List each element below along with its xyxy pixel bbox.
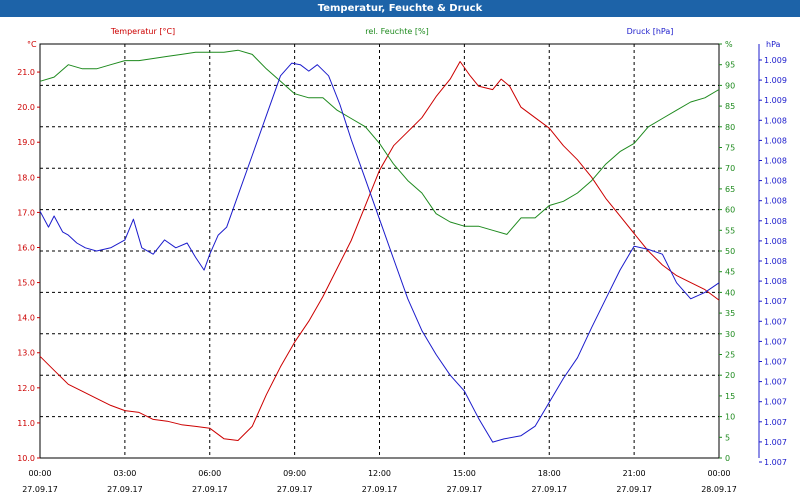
temperature-tick-label: 10.0 <box>17 454 35 463</box>
pressure-tick-label: 1.008 <box>764 197 787 206</box>
temperature-tick-label: 21.0 <box>17 68 35 77</box>
x-tick-time: 06:00 <box>198 469 221 478</box>
x-tick-time: 21:00 <box>623 469 646 478</box>
pressure-tick-label: 1.008 <box>764 116 787 125</box>
temperature-tick-label: 16.0 <box>17 243 35 252</box>
series-line-humidity <box>39 49 720 235</box>
temperature-tick-label: 17.0 <box>17 208 35 217</box>
pressure-tick-label: 1.008 <box>764 217 787 226</box>
humidity-tick-label: 70 <box>725 164 735 173</box>
pressure-tick-label: 1.008 <box>764 136 787 145</box>
chart-title: Temperatur, Feuchte & Druck <box>0 0 800 17</box>
humidity-tick-label: 80 <box>725 123 735 132</box>
pressure-tick-label: 1.009 <box>764 76 787 85</box>
x-tick-date: 28.09.17 <box>701 485 737 494</box>
humidity-tick-label: 90 <box>725 81 735 90</box>
x-tick-date: 27.09.17 <box>531 485 567 494</box>
humidity-tick-label: 40 <box>725 288 735 297</box>
x-tick-time: 03:00 <box>113 469 136 478</box>
humidity-tick-label: 95 <box>725 61 735 70</box>
humidity-tick-label: 75 <box>725 144 735 153</box>
pressure-tick-label: 1.007 <box>764 297 787 306</box>
pressure-tick-label: 1.008 <box>764 157 787 166</box>
pressure-tick-label: 1.007 <box>764 398 787 407</box>
x-tick-time: 00:00 <box>707 469 730 478</box>
series-line-pressure <box>39 62 720 443</box>
temperature-tick-label: 11.0 <box>17 419 35 428</box>
pressure-tick-label: 1.008 <box>764 277 787 286</box>
humidity-axis-title: rel. Feuchte [%] <box>365 27 428 36</box>
pressure-tick-label: 1.007 <box>764 458 787 467</box>
pressure-tick-label: 1.009 <box>764 56 787 65</box>
humidity-tick-label: 25 <box>725 351 735 360</box>
x-tick-time: 12:00 <box>368 469 391 478</box>
pressure-tick-label: 1.008 <box>764 237 787 246</box>
pressure-tick-label: 1.008 <box>764 177 787 186</box>
x-tick-time: 15:00 <box>453 469 476 478</box>
x-tick-time: 00:00 <box>28 469 51 478</box>
pressure-tick-label: 1.007 <box>764 337 787 346</box>
humidity-tick-label: 0 <box>725 454 730 463</box>
temperature-tick-label: 19.0 <box>17 138 35 147</box>
humidity-tick-label: 85 <box>725 102 735 111</box>
series-line-temperature <box>39 61 720 441</box>
pressure-tick-label: 1.007 <box>764 438 787 447</box>
x-tick-time: 09:00 <box>283 469 306 478</box>
temperature-tick-label: 18.0 <box>17 173 35 182</box>
pressure-axis-title: Druck [hPa] <box>627 27 674 36</box>
humidity-tick-label: % <box>725 40 733 49</box>
humidity-tick-label: 5 <box>725 433 730 442</box>
temperature-tick-label: 14.0 <box>17 314 35 323</box>
humidity-tick-label: 30 <box>725 330 735 339</box>
humidity-tick-label: 20 <box>725 371 735 380</box>
x-tick-date: 27.09.17 <box>107 485 143 494</box>
pressure-unit-label: hPa <box>766 40 781 49</box>
pressure-tick-label: 1.007 <box>764 378 787 387</box>
pressure-tick-label: 1.007 <box>764 418 787 427</box>
humidity-tick-label: 15 <box>725 392 735 401</box>
humidity-tick-label: 35 <box>725 309 735 318</box>
humidity-tick-label: 50 <box>725 247 735 256</box>
x-tick-date: 27.09.17 <box>277 485 313 494</box>
humidity-tick-label: 10 <box>725 413 735 422</box>
x-tick-date: 27.09.17 <box>192 485 228 494</box>
x-tick-date: 27.09.17 <box>362 485 398 494</box>
humidity-tick-label: 45 <box>725 268 735 277</box>
humidity-tick-label: 55 <box>725 226 735 235</box>
x-tick-date: 27.09.17 <box>616 485 652 494</box>
pressure-tick-label: 1.008 <box>764 257 787 266</box>
pressure-tick-label: 1.007 <box>764 317 787 326</box>
temperature-tick-label: 20.0 <box>17 103 35 112</box>
x-tick-date: 27.09.17 <box>22 485 58 494</box>
pressure-tick-label: 1.007 <box>764 358 787 367</box>
humidity-tick-label: 65 <box>725 185 735 194</box>
pressure-tick-label: 1.009 <box>764 96 787 105</box>
temperature-unit-label: °C <box>27 40 37 49</box>
x-tick-date: 27.09.17 <box>447 485 483 494</box>
temperature-tick-label: 15.0 <box>17 279 35 288</box>
x-tick-time: 18:00 <box>538 469 561 478</box>
temperature-tick-label: 12.0 <box>17 384 35 393</box>
humidity-tick-label: 60 <box>725 206 735 215</box>
temperature-axis-title: Temperatur [°C] <box>110 27 175 36</box>
temperature-tick-label: 13.0 <box>17 349 35 358</box>
